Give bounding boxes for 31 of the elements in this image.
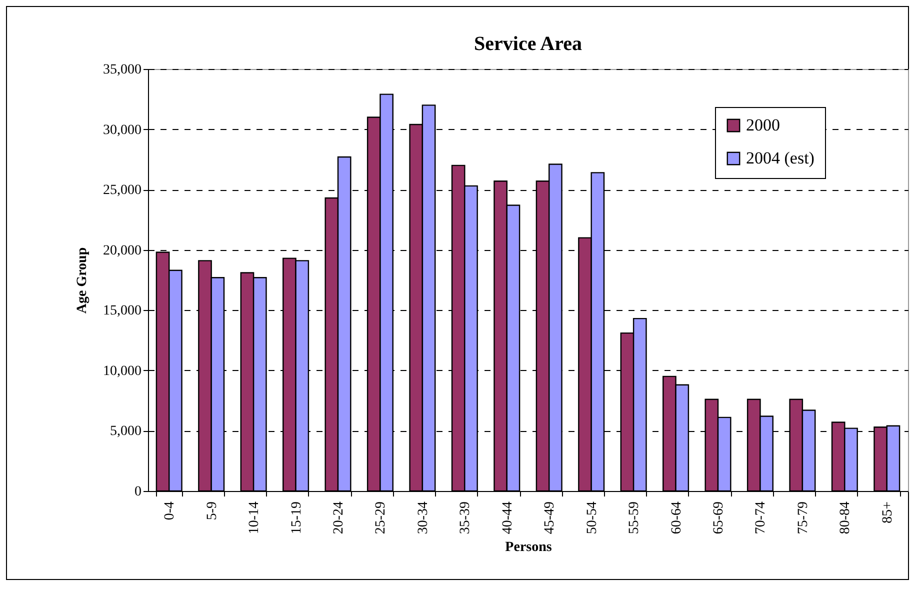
x-tick-label: 70-74 <box>754 502 769 534</box>
y-tick-label: 25,000 <box>103 183 142 198</box>
legend-label: 2000 <box>746 116 780 134</box>
x-tick-label: 65-69 <box>712 502 726 534</box>
x-tick-label: 20-24 <box>332 502 346 534</box>
x-tick-label: 35-39 <box>458 502 474 534</box>
y-tick-label: 10,000 <box>103 364 142 379</box>
x-tick-label: 25-29 <box>374 502 389 534</box>
y-tick-label: 20,000 <box>103 243 142 258</box>
x-axis-title: Persons <box>505 540 552 556</box>
x-tick-label: 40-44 <box>500 502 516 534</box>
x-tick-label: 55-59 <box>627 502 642 534</box>
x-tick-label: 60-64 <box>669 502 684 534</box>
x-tick-label: 5-9 <box>204 502 220 520</box>
y-tick-label: 35,000 <box>103 62 142 78</box>
x-tick-label: 80-84 <box>838 502 854 534</box>
x-tick-label: 45-49 <box>542 502 558 534</box>
y-tick-label: 30,000 <box>103 122 142 138</box>
legend-label: 2004 (est) <box>746 148 814 168</box>
y-axis-title: Age Group <box>75 247 90 314</box>
x-tick-label: 10-14 <box>247 502 262 534</box>
x-tick-label: 85+ <box>880 501 896 524</box>
chart-title: Service Area <box>474 33 582 55</box>
x-tick-label: 50-54 <box>584 502 600 534</box>
x-tick-label: 15-19 <box>289 502 304 534</box>
x-tick-label: 0-4 <box>162 502 178 520</box>
x-tick-label: 75-79 <box>796 502 811 534</box>
y-tick-label: 5,000 <box>110 424 142 440</box>
y-tick-label: 15,000 <box>103 304 142 319</box>
y-tick-label: 0 <box>134 484 142 500</box>
x-tick-label: 30-34 <box>416 502 431 534</box>
